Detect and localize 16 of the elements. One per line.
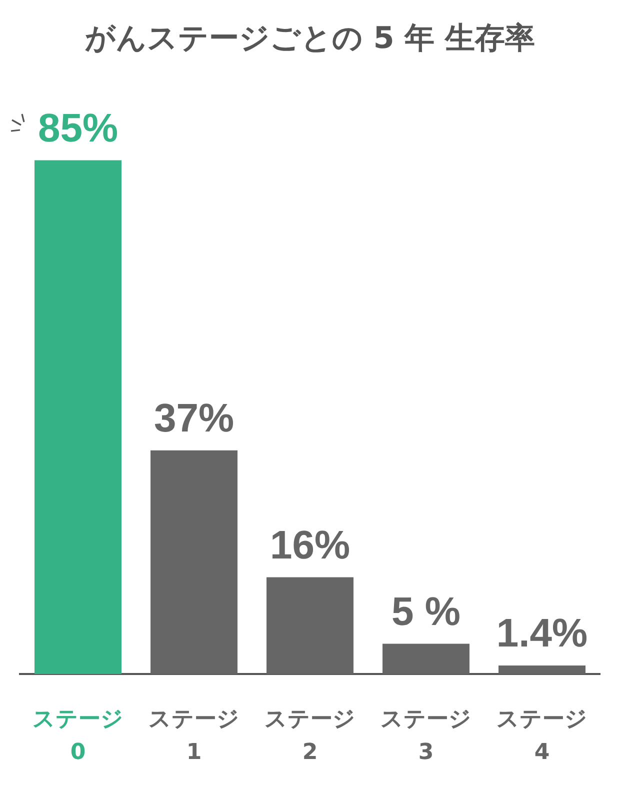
data-label: 37% xyxy=(154,396,234,440)
bar xyxy=(498,666,586,674)
chart-title: がんステージごとの 5 年 生存率 xyxy=(84,20,536,58)
data-label: 85% xyxy=(38,106,118,150)
data-label: 5 % xyxy=(392,590,460,634)
x-tick-label: ステージ 3 xyxy=(380,707,472,766)
bar xyxy=(34,160,122,674)
x-tick-label: ステージ 0 xyxy=(32,707,124,766)
x-tick-label: ステージ 1 xyxy=(148,707,240,766)
bar xyxy=(150,450,238,674)
x-tick-label: ステージ 2 xyxy=(264,707,356,766)
data-label: 16% xyxy=(270,523,350,568)
data-label: 1.4% xyxy=(496,612,588,656)
x-tick-label: ステージ 4 xyxy=(496,707,588,766)
bar xyxy=(382,644,470,674)
bar xyxy=(266,577,354,674)
